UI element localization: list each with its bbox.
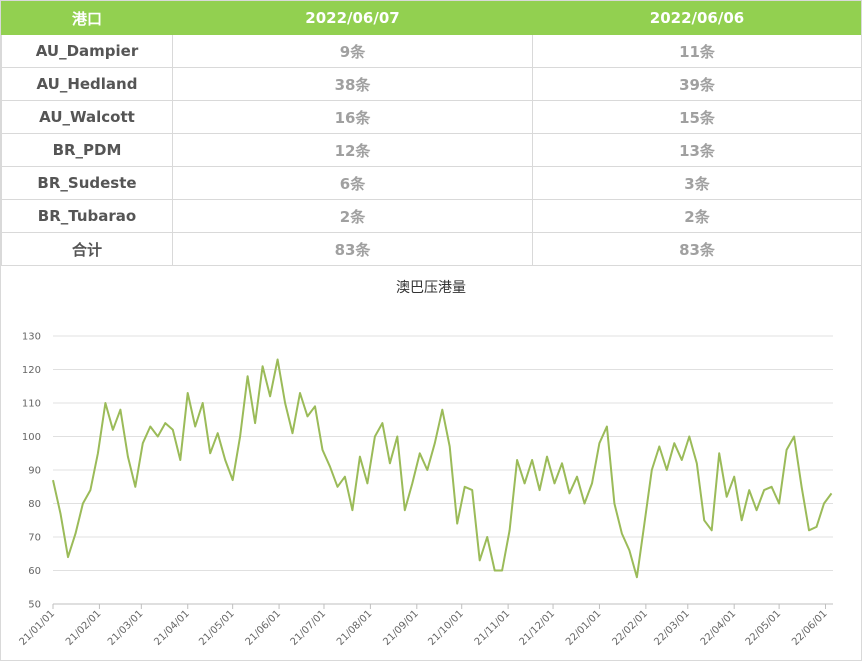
table-row: BR_Sudeste 6条 3条 xyxy=(1,166,861,200)
header-cell: 港口 xyxy=(1,1,173,35)
x-tick-label: 21/10/01 xyxy=(426,608,466,648)
table-row: BR_Tubarao 2条 2条 xyxy=(1,199,861,233)
x-tick-label: 22/03/01 xyxy=(652,608,692,648)
table-cell: 38条 xyxy=(172,67,533,101)
table-header: 港口 2022/06/07 2022/06/06 xyxy=(1,1,861,35)
table-cell: 2条 xyxy=(532,199,861,233)
table-cell: BR_PDM xyxy=(1,133,173,167)
x-tick-label: 22/06/01 xyxy=(790,608,830,648)
table-cell: 13条 xyxy=(532,133,861,167)
x-tick-label: 21/03/01 xyxy=(106,608,146,648)
x-tick-label: 21/05/01 xyxy=(197,608,237,648)
table-cell: AU_Dampier xyxy=(1,34,173,68)
y-tick-label: 90 xyxy=(28,466,41,477)
y-tick-label: 60 xyxy=(28,566,41,577)
x-tick-label: 21/06/01 xyxy=(244,608,284,648)
y-tick-label: 130 xyxy=(22,332,41,343)
x-tick-label: 22/04/01 xyxy=(699,608,739,648)
y-tick-label: 100 xyxy=(22,432,41,443)
x-tick-label: 21/07/01 xyxy=(289,608,329,648)
x-tick-label: 21/12/01 xyxy=(518,608,558,648)
table-cell: 合计 xyxy=(1,232,173,266)
table-row: AU_Hedland 38条 39条 xyxy=(1,67,861,101)
table-cell: 15条 xyxy=(532,100,861,134)
table-cell: 3条 xyxy=(532,166,861,200)
y-tick-label: 70 xyxy=(28,533,41,544)
x-tick-label: 21/08/01 xyxy=(335,608,375,648)
table-cell: AU_Walcott xyxy=(1,100,173,134)
y-tick-label: 110 xyxy=(22,399,41,410)
table-cell: BR_Sudeste xyxy=(1,166,173,200)
table-cell: 83条 xyxy=(172,232,533,266)
table-cell: BR_Tubarao xyxy=(1,199,173,233)
table-row: AU_Walcott 16条 15条 xyxy=(1,100,861,134)
series-line xyxy=(52,358,833,579)
table-cell: 9条 xyxy=(172,34,533,68)
table-cell: 16条 xyxy=(172,100,533,134)
y-tick-label: 80 xyxy=(28,499,41,510)
table-cell: 6条 xyxy=(172,166,533,200)
table-cell: 2条 xyxy=(172,199,533,233)
table-cell: 11条 xyxy=(532,34,861,68)
header-cell: 2022/06/06 xyxy=(532,1,861,35)
table-cell: AU_Hedland xyxy=(1,67,173,101)
table-cell: 83条 xyxy=(532,232,861,266)
table-row: 合计 83条 83条 xyxy=(1,232,861,266)
x-tick-label: 21/04/01 xyxy=(152,608,192,648)
x-tick-label: 21/11/01 xyxy=(473,608,513,648)
table-row: BR_PDM 12条 13条 xyxy=(1,133,861,167)
table-cell: 39条 xyxy=(532,67,861,101)
x-tick-label: 22/01/01 xyxy=(564,608,604,648)
x-tick-label: 22/05/01 xyxy=(744,608,784,648)
table-row: AU_Dampier 9条 11条 xyxy=(1,34,861,68)
x-tick-label: 21/09/01 xyxy=(381,608,421,648)
x-tick-label: 21/02/01 xyxy=(64,608,104,648)
chart-title: 澳巴压港量 xyxy=(396,280,466,296)
port-table: 港口 2022/06/07 2022/06/06 AU_Dampier 9条 11条 AU… xyxy=(1,1,861,266)
y-tick-label: 120 xyxy=(22,365,41,376)
x-tick-label: 22/02/01 xyxy=(610,608,650,648)
table-cell: 12条 xyxy=(172,133,533,167)
header-cell: 2022/06/07 xyxy=(172,1,533,35)
x-tick-label: 21/01/01 xyxy=(18,608,58,648)
y-tick-label: 50 xyxy=(28,600,41,611)
